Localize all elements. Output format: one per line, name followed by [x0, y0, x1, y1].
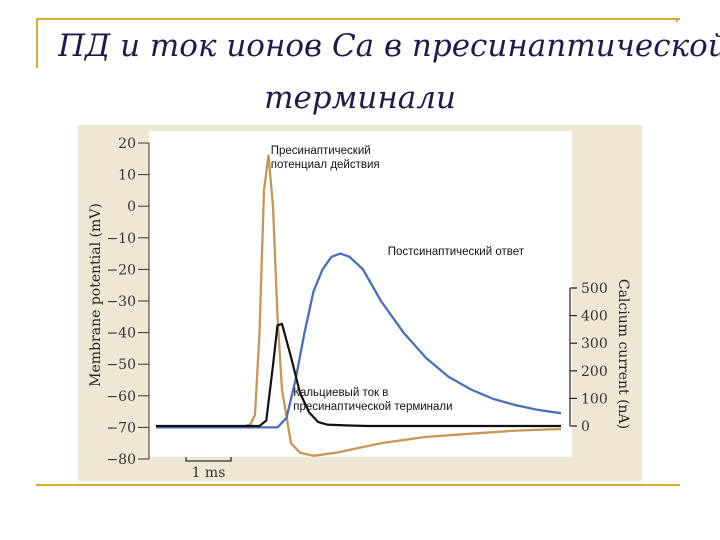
- annotation-line: пресинаптической терминали: [293, 401, 452, 413]
- left-axis-label: Membrane potential (mV): [88, 203, 104, 387]
- left-tick-label: −50: [106, 357, 136, 373]
- annotation-1: Пресинаптический потенциал действия: [271, 145, 380, 171]
- annotation-line: Кальциевый ток в: [293, 387, 388, 399]
- right-tick-label: 200: [581, 364, 608, 380]
- right-tick-label: 500: [581, 281, 608, 297]
- annotation-line: потенциал действия: [271, 159, 380, 171]
- left-tick-label: −70: [106, 420, 136, 436]
- annotation-2: Постсинаптический ответ: [388, 246, 525, 258]
- left-tick-label: −20: [106, 262, 136, 278]
- left-tick-label: −10: [106, 231, 136, 247]
- left-rule: [36, 18, 38, 68]
- postsynaptic-response-line: [156, 252, 562, 429]
- annotation-line: Пресинаптический: [271, 145, 371, 157]
- left-tick-label: −80: [106, 452, 136, 468]
- scale-bar: [185, 457, 232, 462]
- scale-bar-label: 1 ms: [192, 465, 226, 481]
- left-tick-label: −30: [106, 294, 136, 310]
- calcium-current-line: [156, 322, 561, 428]
- right-axis-label: Calcium current (nA): [615, 279, 631, 429]
- plot-area: [149, 131, 572, 457]
- figure-panel: 20 10 0 −10 −20 −30 −40 −50 −60 −70 −80 500 400 300 20…: [78, 125, 642, 481]
- left-tick-label: 10: [118, 168, 136, 184]
- left-tick-label: −40: [106, 326, 136, 342]
- left-tick-label: −60: [106, 389, 136, 405]
- slide-title-line-2: терминали: [264, 80, 456, 116]
- slide-title-line-1: ПД и ток ионов Ca в пресинаптической: [58, 28, 720, 64]
- right-tick-label: 0: [581, 419, 590, 435]
- bottom-rule: [36, 484, 680, 486]
- right-rule: [676, 18, 678, 22]
- left-tick-label: 20: [118, 136, 136, 152]
- left-tick-label: 0: [127, 199, 136, 215]
- right-tick-label: 400: [581, 309, 608, 325]
- annotation-line: Постсинаптический ответ: [388, 246, 525, 258]
- top-rule: [36, 18, 680, 20]
- action-potential-chart: 20100−10−20−30−40−50−60−70−8050040030020…: [88, 131, 631, 481]
- annotation-3: Кальциевый ток в пресинаптической термина…: [293, 387, 452, 413]
- presynaptic-ap-line: [156, 154, 562, 457]
- right-tick-label: 300: [581, 336, 608, 352]
- right-tick-label: 100: [581, 391, 608, 407]
